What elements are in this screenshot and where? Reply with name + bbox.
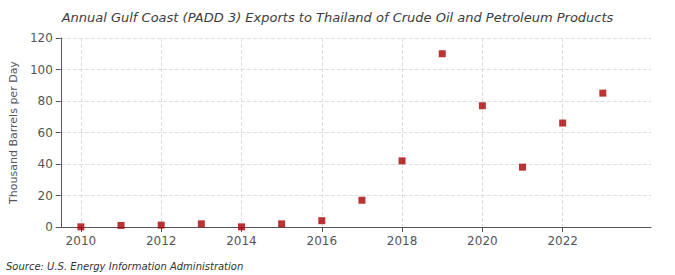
svg-text:2018: 2018 <box>387 234 418 248</box>
svg-text:2012: 2012 <box>146 234 177 248</box>
svg-text:Thousand Barrels per Day: Thousand Barrels per Day <box>7 61 20 205</box>
svg-text:Annual Gulf Coast (PADD 3) Exp: Annual Gulf Coast (PADD 3) Exports to Th… <box>61 10 614 25</box>
svg-text:20: 20 <box>38 189 53 203</box>
svg-text:2010: 2010 <box>66 234 97 248</box>
svg-text:60: 60 <box>38 126 53 140</box>
svg-text:80: 80 <box>38 94 53 108</box>
svg-text:100: 100 <box>30 63 53 77</box>
svg-text:2022: 2022 <box>547 234 578 248</box>
svg-text:2016: 2016 <box>307 234 338 248</box>
svg-text:120: 120 <box>30 31 53 45</box>
svg-text:Source: U.S. Energy Informatio: Source: U.S. Energy Information Administ… <box>6 261 243 272</box>
svg-text:40: 40 <box>38 157 53 171</box>
svg-text:2020: 2020 <box>467 234 498 248</box>
svg-text:2014: 2014 <box>226 234 257 248</box>
svg-text:0: 0 <box>45 220 53 234</box>
